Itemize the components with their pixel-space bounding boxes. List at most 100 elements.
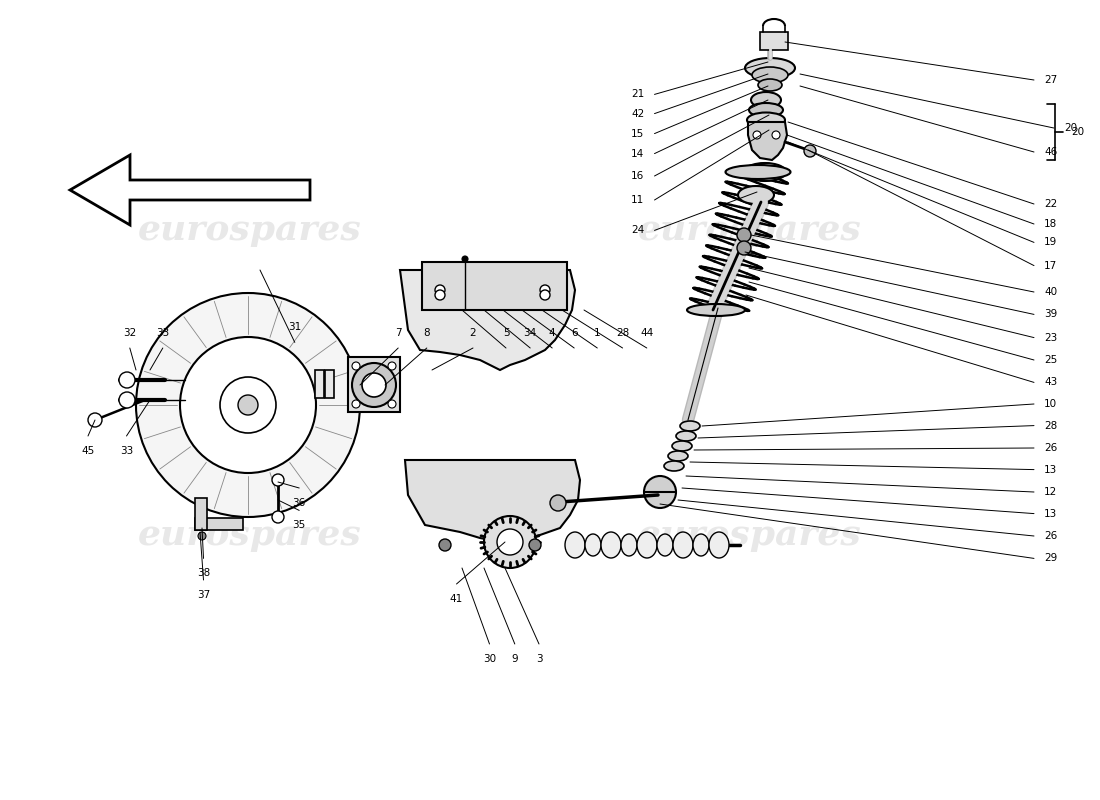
Text: 6: 6: [571, 328, 578, 338]
Circle shape: [550, 495, 566, 511]
Text: 19: 19: [1044, 238, 1057, 247]
Text: 42: 42: [631, 109, 645, 118]
Text: eurospares: eurospares: [638, 518, 862, 552]
Circle shape: [529, 539, 541, 551]
Text: 24: 24: [631, 226, 645, 235]
Circle shape: [198, 532, 206, 540]
Text: 34: 34: [524, 328, 537, 338]
Circle shape: [88, 413, 102, 427]
Circle shape: [462, 256, 468, 262]
Text: 44: 44: [640, 328, 653, 338]
Text: 27: 27: [1044, 75, 1057, 85]
Text: 11: 11: [631, 195, 645, 205]
Text: 28: 28: [616, 328, 629, 338]
Circle shape: [484, 516, 536, 568]
Ellipse shape: [565, 532, 585, 558]
Text: 3: 3: [536, 654, 542, 664]
Text: 18: 18: [1044, 219, 1057, 229]
Text: 25: 25: [1044, 355, 1057, 365]
Circle shape: [804, 145, 816, 157]
Ellipse shape: [668, 451, 688, 461]
Text: 32: 32: [123, 328, 136, 338]
Text: 10: 10: [1044, 399, 1057, 409]
Ellipse shape: [673, 532, 693, 558]
Ellipse shape: [726, 165, 791, 179]
Ellipse shape: [637, 532, 657, 558]
Polygon shape: [400, 270, 575, 370]
Text: 30: 30: [483, 654, 496, 664]
Circle shape: [352, 362, 360, 370]
Text: 26: 26: [1044, 443, 1057, 453]
Circle shape: [737, 228, 751, 242]
Text: 20: 20: [1071, 127, 1085, 137]
Text: 33: 33: [156, 328, 169, 338]
Text: 13: 13: [1044, 465, 1057, 474]
Text: 33: 33: [120, 446, 133, 456]
Bar: [315, 370, 324, 398]
Bar: [195, 498, 207, 530]
Ellipse shape: [664, 461, 684, 471]
Text: 23: 23: [1044, 333, 1057, 342]
Circle shape: [540, 285, 550, 295]
Circle shape: [362, 373, 386, 397]
Ellipse shape: [680, 421, 700, 431]
Text: 9: 9: [512, 654, 518, 664]
Circle shape: [136, 293, 360, 517]
Ellipse shape: [758, 79, 782, 91]
Ellipse shape: [657, 534, 673, 556]
Ellipse shape: [621, 534, 637, 556]
Circle shape: [737, 241, 751, 255]
Text: 43: 43: [1044, 378, 1057, 387]
Text: 8: 8: [424, 328, 430, 338]
Text: 35: 35: [293, 521, 306, 530]
Text: 1: 1: [594, 328, 601, 338]
Text: 26: 26: [1044, 531, 1057, 541]
Polygon shape: [748, 122, 786, 160]
Text: 46: 46: [1044, 147, 1057, 157]
Text: 13: 13: [1044, 509, 1057, 518]
Circle shape: [772, 131, 780, 139]
Circle shape: [238, 395, 258, 415]
Circle shape: [119, 372, 135, 388]
Text: 12: 12: [1044, 487, 1057, 497]
Text: 28: 28: [1044, 421, 1057, 430]
Text: 15: 15: [631, 129, 645, 138]
Text: 29: 29: [1044, 554, 1057, 563]
Bar: [760, 32, 788, 50]
Text: 45: 45: [81, 446, 95, 456]
Bar: [324, 370, 334, 398]
Ellipse shape: [710, 532, 729, 558]
Ellipse shape: [747, 113, 785, 127]
Bar: [195, 518, 243, 530]
Text: 17: 17: [1044, 261, 1057, 270]
Ellipse shape: [745, 58, 795, 78]
Text: 22: 22: [1044, 199, 1057, 209]
Circle shape: [119, 392, 135, 408]
Circle shape: [388, 400, 396, 408]
Text: 21: 21: [631, 90, 645, 99]
Ellipse shape: [738, 186, 774, 204]
Polygon shape: [405, 460, 580, 542]
Text: 36: 36: [293, 498, 306, 508]
Text: 14: 14: [631, 149, 645, 158]
Ellipse shape: [676, 431, 696, 441]
Text: 39: 39: [1044, 310, 1057, 319]
Text: 38: 38: [197, 568, 210, 578]
Ellipse shape: [672, 441, 692, 451]
Text: 20: 20: [1064, 123, 1077, 133]
Text: eurospares: eurospares: [638, 213, 862, 247]
Ellipse shape: [688, 304, 745, 316]
Text: 7: 7: [395, 328, 402, 338]
Bar: [348, 357, 400, 412]
Ellipse shape: [749, 103, 783, 117]
Circle shape: [220, 377, 276, 433]
Circle shape: [754, 131, 761, 139]
Circle shape: [439, 539, 451, 551]
Circle shape: [352, 363, 396, 407]
Ellipse shape: [744, 163, 786, 181]
Circle shape: [388, 362, 396, 370]
Circle shape: [540, 290, 550, 300]
Text: 16: 16: [631, 171, 645, 181]
Circle shape: [272, 511, 284, 523]
Text: 4: 4: [549, 328, 556, 338]
